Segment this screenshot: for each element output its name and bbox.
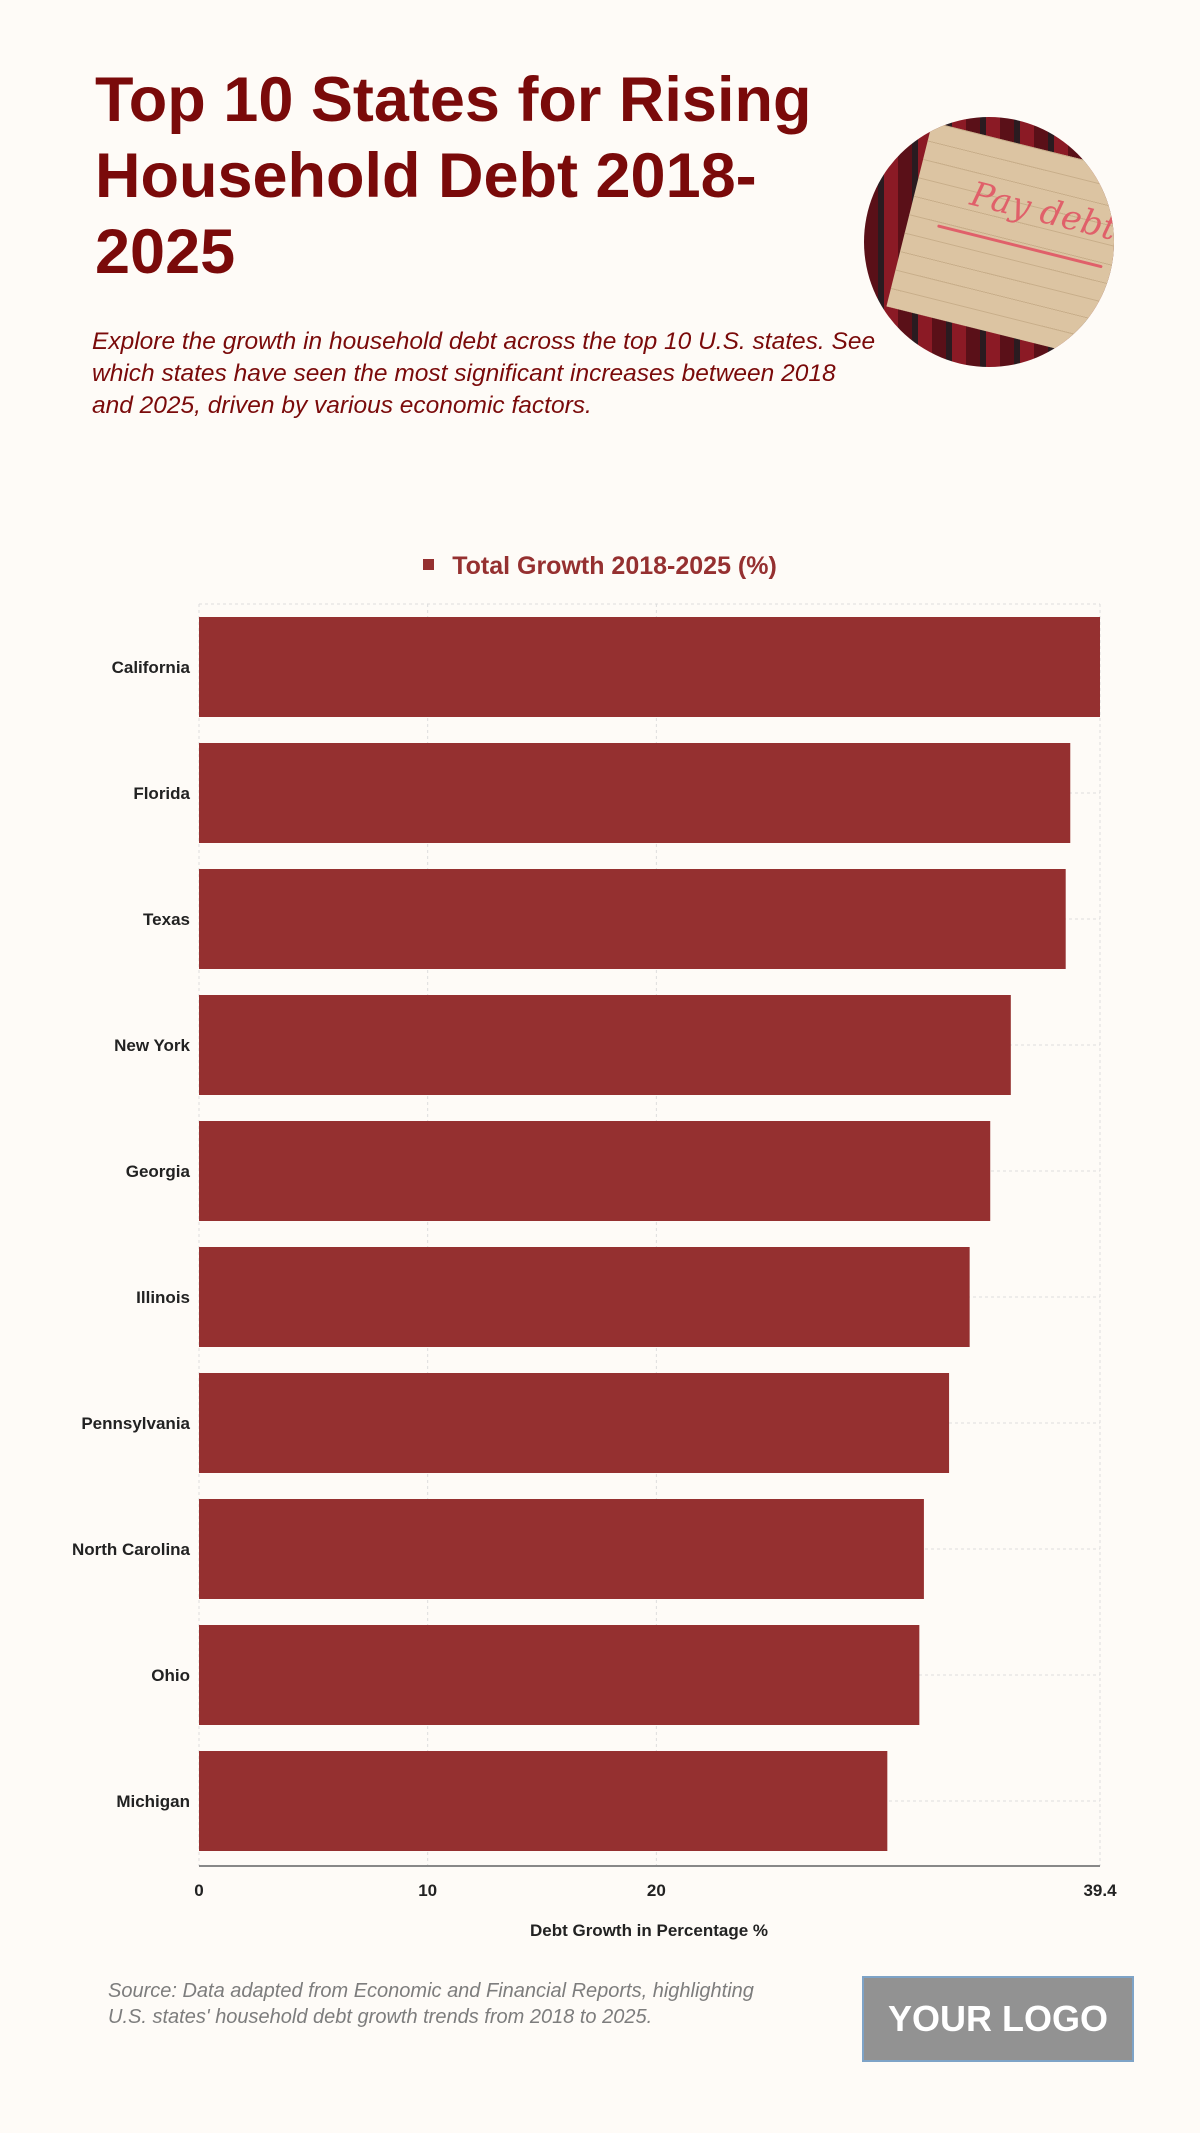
bar-georgia: [199, 1121, 991, 1221]
x-tick-label: 20: [647, 1881, 666, 1900]
category-label: Georgia: [126, 1162, 191, 1181]
category-label: Pennsylvania: [81, 1414, 190, 1433]
x-axis-title: Debt Growth in Percentage %: [530, 1921, 768, 1940]
category-label: Michigan: [116, 1792, 190, 1811]
bar-illinois: [199, 1247, 970, 1347]
bar-ohio: [199, 1625, 920, 1725]
legend-label: Total Growth 2018-2025 (%): [452, 552, 777, 580]
category-label: Illinois: [136, 1288, 190, 1307]
bar-texas: [199, 869, 1066, 969]
page-title: Top 10 States for Rising Household Debt …: [95, 65, 812, 287]
bar-pennsylvania: [199, 1373, 950, 1473]
x-tick-label: 0: [194, 1881, 203, 1900]
category-label: Florida: [133, 784, 190, 803]
category-label: New York: [114, 1036, 190, 1055]
bar-chart: California Florida Texas New York Georgia Ill…: [72, 603, 1117, 1940]
bar-new-york: [199, 995, 1011, 1095]
category-label: Ohio: [151, 1666, 190, 1685]
bar-michigan: [199, 1751, 888, 1851]
x-tick-label: 10: [418, 1881, 437, 1900]
legend-swatch: [423, 559, 435, 570]
logo-placeholder: YOUR LOGO: [862, 1976, 1134, 2062]
x-tick-label: 39.4: [1083, 1881, 1117, 1900]
pay-debt-photo: Pay debt: [864, 117, 1114, 367]
bar-florida: [199, 743, 1071, 843]
category-label: North Carolina: [72, 1540, 191, 1559]
page-subtitle: Explore the growth in household debt acr…: [92, 328, 876, 419]
bar-north-carolina: [199, 1499, 924, 1599]
chart-legend: Total Growth 2018-2025 (%): [0, 552, 1200, 581]
category-label: California: [112, 658, 191, 677]
source-note: Source: Data adapted from Economic and F…: [108, 1980, 754, 2028]
category-label: Texas: [143, 910, 190, 929]
bar-california: [199, 617, 1100, 717]
